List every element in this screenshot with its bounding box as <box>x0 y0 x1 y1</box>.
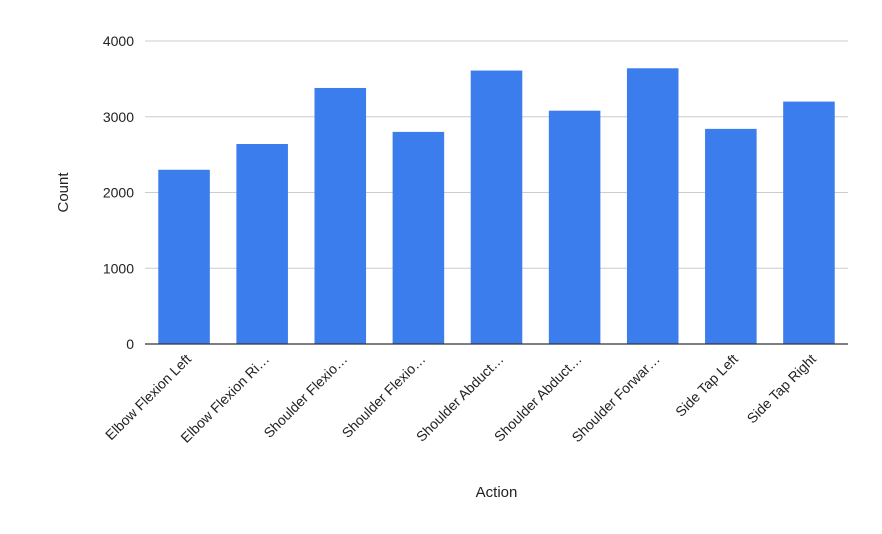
bar <box>783 101 835 344</box>
bar <box>314 87 367 344</box>
bar <box>392 131 445 344</box>
bar <box>158 169 210 344</box>
y-tick-label: 0 <box>126 336 134 352</box>
x-tick-label: Shoulder Flexio… <box>260 351 350 441</box>
y-tick-label: 1000 <box>103 260 134 276</box>
bar <box>470 70 523 344</box>
bar <box>236 144 288 344</box>
x-tick-label: Shoulder Flexio… <box>339 351 429 441</box>
y-tick-label: 3000 <box>103 109 134 125</box>
x-tick-label: Side Tap Left <box>672 351 741 420</box>
y-tick-label: 2000 <box>103 185 134 201</box>
y-axis-title: Count <box>55 172 72 213</box>
bar <box>705 128 757 344</box>
x-tick-label: Shoulder Forwar… <box>568 351 662 445</box>
x-tick-label: Elbow Flexion Left <box>102 351 194 443</box>
x-tick-label: Side Tap Right <box>744 351 820 427</box>
x-tick-label: Elbow Flexion Ri… <box>177 351 272 446</box>
y-tick-label: 4000 <box>103 33 134 49</box>
bar <box>626 68 679 345</box>
bars <box>158 68 835 345</box>
bar <box>548 110 601 344</box>
y-axis-ticks: 0 1000 2000 3000 4000 <box>103 33 134 352</box>
x-axis-title: Action <box>476 484 518 501</box>
